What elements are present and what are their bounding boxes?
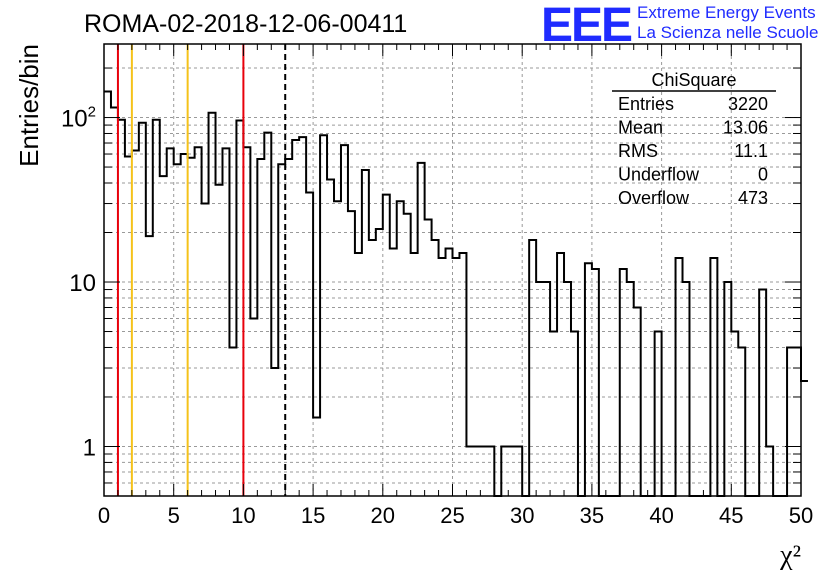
stats-value: 11.1 [734,141,768,161]
y-axis-label: Entries/bin [14,44,44,167]
stats-label: Overflow [618,188,690,208]
chart-title: ROMA-02-2018-12-06-00411 [84,10,408,38]
stats-label: RMS [618,141,658,161]
y-tick-label: 102 [61,104,96,133]
x-tick-label: 25 [440,503,464,528]
stats-value: 0 [758,165,768,185]
stats-label: Mean [618,118,663,138]
x-tick-label: 50 [789,503,813,528]
stats-value: 3220 [728,94,768,114]
x-tick-label: 30 [510,503,534,528]
x-tick-label: 40 [649,503,673,528]
x-tick-label: 5 [168,503,180,528]
x-tick-label: 20 [371,503,395,528]
y-tick-label: 10 [69,270,96,297]
stats-label: Underflow [618,165,700,185]
logo-caption-line-1: Extreme Energy Events [637,3,816,22]
stats-box-title: ChiSquare [651,70,736,90]
y-tick-label: 1 [83,434,96,461]
x-tick-label: 10 [231,503,255,528]
x-tick-label: 0 [98,503,110,528]
stats-label: Entries [618,94,674,114]
x-tick-label: 15 [301,503,325,528]
eee-logo: EEE [541,0,633,52]
histogram-step-line [104,90,808,497]
x-axis-label: χ² [779,540,801,571]
x-tick-label: 35 [580,503,604,528]
stats-value: 13.06 [723,118,768,138]
stats-value: 473 [738,188,768,208]
logo-caption-line-2: La Scienza nelle Scuole [637,23,819,42]
x-tick-label: 45 [719,503,743,528]
